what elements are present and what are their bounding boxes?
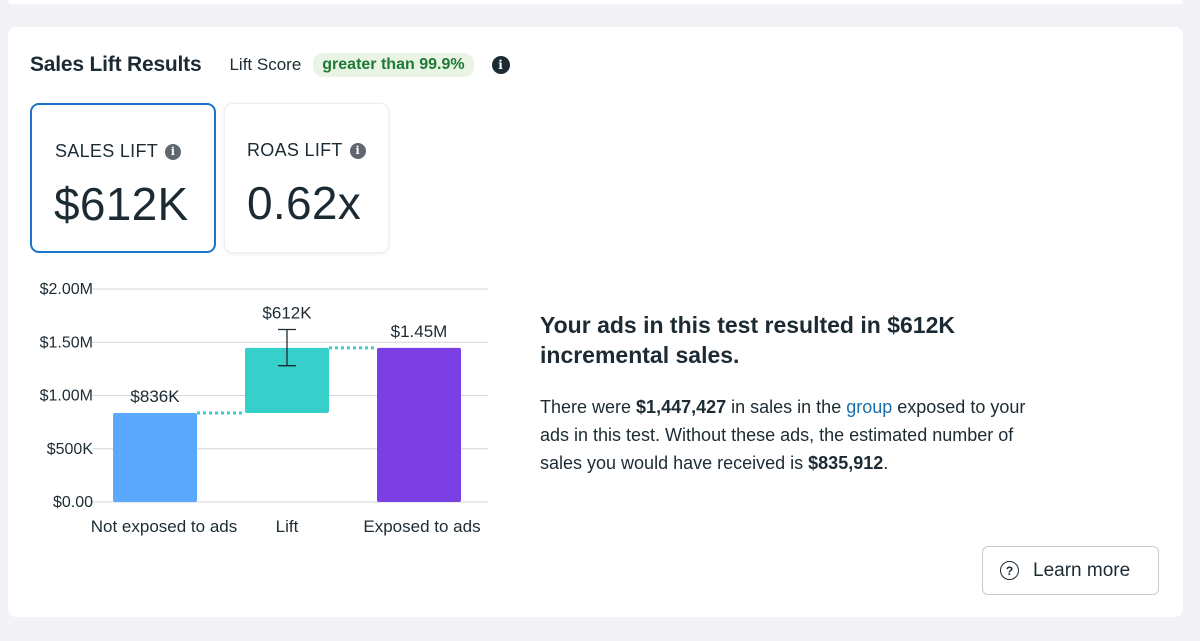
info-icon[interactable]: i [491, 56, 510, 74]
exposed-sales-value: $1,447,427 [636, 397, 727, 417]
data-label: $612K [262, 303, 312, 322]
x-tick-label: Not exposed to ads [91, 517, 237, 536]
info-icon[interactable]: i [165, 143, 182, 160]
sales-lift-tile[interactable]: SALES LIFT i $612K [30, 103, 216, 253]
learn-more-label: Learn more [1033, 559, 1131, 581]
y-tick-label: $500K [47, 441, 94, 458]
sales-lift-card: Sales Lift Results Lift Score greater th… [8, 27, 1183, 617]
roas-lift-label: ROAS LIFT [247, 140, 343, 160]
lift-score-badge: greater than 99.9% [313, 53, 474, 77]
lift-score-label: Lift Score [229, 55, 302, 74]
top-strip [8, 0, 1183, 4]
bar-lift [245, 347, 329, 413]
sales-lift-chart: $0.00 $500K $1.00M $1.50M $2.00M $836K $612K $1… [40, 281, 488, 536]
card-title: Sales Lift Results [30, 53, 202, 76]
y-tick-label: $2.00M [40, 281, 93, 298]
baseline-sales-value: $835,912 [808, 453, 884, 473]
bar-not-exposed-to-ads [113, 412, 197, 502]
data-label: $1.45M [391, 322, 448, 341]
card-header: Sales Lift Results Lift Score greater th… [30, 51, 510, 79]
data-label: $836K [130, 387, 180, 406]
summary-headline: Your ads in this test resulted in $612K … [540, 312, 955, 368]
bar-exposed-to-ads [377, 347, 461, 502]
sales-lift-label-row: SALES LIFT i [55, 141, 182, 162]
summary-text-1: There were [540, 397, 637, 417]
y-tick-label: $1.50M [40, 334, 93, 351]
x-tick-label: Lift [276, 517, 299, 536]
learn-more-button[interactable]: ? Learn more [982, 546, 1159, 595]
y-tick-label: $0.00 [53, 494, 93, 511]
roas-lift-tile[interactable]: ROAS LIFT i 0.62x [224, 103, 389, 253]
question-circle-icon: ? [1000, 561, 1019, 580]
group-link[interactable]: group [846, 397, 893, 417]
roas-lift-value: 0.62x [247, 177, 362, 229]
y-tick-label: $1.00M [40, 388, 93, 405]
summary-paragraph: There were $1,447,427 in sales in the gr… [540, 393, 1040, 477]
sales-lift-value: $612K [54, 178, 189, 230]
roas-lift-label-row: ROAS LIFT i [247, 140, 366, 161]
summary-text-4: . [883, 453, 889, 473]
summary-text-2: in sales in the [726, 397, 847, 417]
x-tick-label: Exposed to ads [363, 517, 480, 536]
sales-lift-label: SALES LIFT [55, 141, 159, 161]
info-icon[interactable]: i [349, 142, 366, 159]
summary-text-3: exposed to your ads in this test. Withou… [540, 397, 1026, 473]
